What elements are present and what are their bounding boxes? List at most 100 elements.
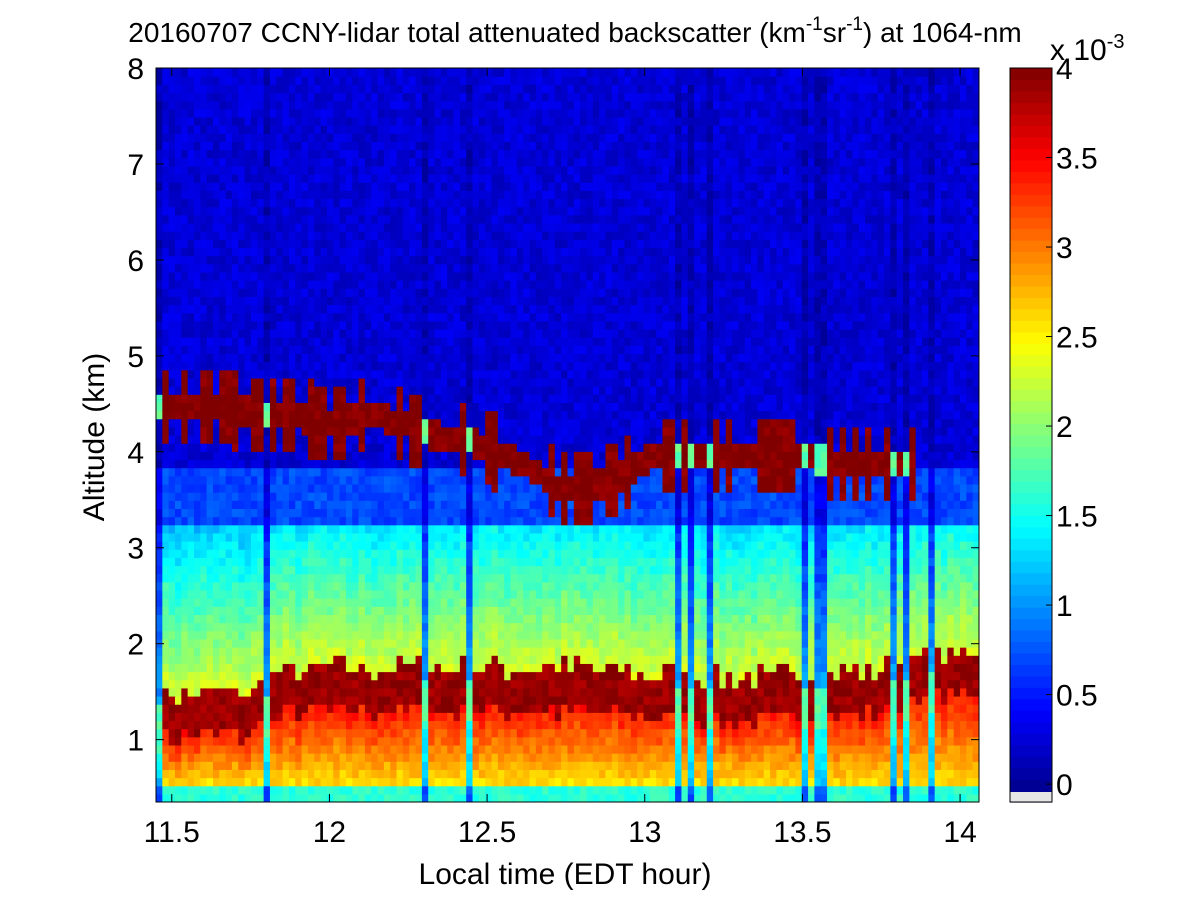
heatmap-cell	[212, 92, 220, 102]
heatmap-cell	[428, 222, 436, 232]
heatmap-cell	[447, 728, 455, 738]
heatmap-cell	[333, 108, 341, 118]
heatmap-cell	[478, 410, 486, 420]
heatmap-cell	[358, 100, 366, 110]
heatmap-cell	[345, 426, 353, 436]
heatmap-cell	[314, 500, 322, 509]
heatmap-cell	[364, 712, 372, 722]
heatmap-cell	[409, 736, 417, 746]
heatmap-cell	[206, 418, 214, 428]
heatmap-cell	[409, 687, 417, 697]
heatmap-cell	[320, 353, 328, 363]
heatmap-cell	[307, 524, 315, 534]
heatmap-cell	[358, 516, 366, 526]
heatmap-cell	[257, 508, 265, 518]
heatmap-cell	[453, 320, 461, 330]
heatmap-cell	[162, 614, 170, 624]
heatmap-cell	[377, 76, 385, 85]
heatmap-cell	[193, 475, 201, 485]
heatmap-cell	[206, 100, 214, 110]
heatmap-cell	[428, 337, 436, 346]
heatmap-cell	[314, 622, 322, 632]
heatmap-cell	[491, 312, 499, 322]
heatmap-cell	[371, 435, 379, 444]
heatmap-cell	[459, 483, 467, 493]
heatmap-cell	[314, 280, 322, 289]
heatmap-cell	[174, 679, 182, 689]
heatmap-cell	[156, 744, 163, 754]
heatmap-cell	[288, 785, 296, 795]
heatmap-cell	[339, 630, 347, 640]
heatmap-cell	[466, 647, 474, 656]
heatmap-cell	[409, 508, 417, 518]
heatmap-cell	[333, 190, 341, 200]
heatmap-cell	[181, 598, 189, 607]
heatmap-cell	[219, 622, 227, 632]
heatmap-cell	[326, 712, 334, 722]
heatmap-cell	[257, 312, 265, 322]
heatmap-cell	[326, 214, 334, 224]
heatmap-cell	[301, 231, 309, 240]
heatmap-cell	[326, 443, 334, 452]
heatmap-cell	[485, 793, 493, 802]
heatmap-cell	[383, 280, 391, 289]
heatmap-cell	[225, 687, 233, 697]
heatmap-cell	[314, 116, 322, 126]
heatmap-cell	[383, 141, 391, 151]
heatmap-cell	[421, 304, 429, 314]
heatmap-cell	[212, 100, 220, 110]
heatmap-cell	[250, 492, 258, 501]
heatmap-cell	[466, 182, 474, 191]
heatmap-cell	[472, 451, 480, 461]
heatmap-cell	[390, 410, 398, 420]
heatmap-cell	[402, 157, 410, 167]
heatmap-cell	[472, 728, 480, 738]
heatmap-cell	[339, 231, 347, 240]
heatmap-cell	[326, 459, 334, 469]
heatmap-cell	[345, 777, 353, 787]
heatmap-cell	[440, 345, 448, 355]
heatmap-cell	[200, 475, 208, 485]
heatmap-cell	[409, 402, 417, 412]
heatmap-cell	[402, 361, 410, 371]
heatmap-cell	[415, 198, 423, 208]
heatmap-cell	[238, 255, 246, 265]
heatmap-cell	[415, 288, 423, 297]
heatmap-cell	[447, 418, 455, 428]
heatmap-cell	[257, 263, 265, 273]
heatmap-cell	[415, 247, 423, 257]
heatmap-cell	[250, 785, 258, 795]
heatmap-cell	[193, 736, 201, 746]
heatmap-cell	[193, 435, 201, 444]
title-suffix: ) at 1064-nm	[863, 17, 1022, 48]
heatmap-cell	[225, 92, 233, 102]
heatmap-cell	[212, 524, 220, 534]
heatmap-cell	[333, 581, 341, 591]
heatmap-cell	[276, 190, 284, 200]
heatmap-cell	[339, 206, 347, 216]
heatmap-cell	[181, 394, 189, 403]
heatmap-cell	[314, 222, 322, 232]
heatmap-cell	[276, 402, 284, 412]
heatmap-cell	[244, 174, 252, 183]
heatmap-cell	[390, 328, 398, 338]
heatmap-cell	[345, 695, 353, 705]
heatmap-cell	[402, 785, 410, 795]
heatmap-cell	[307, 410, 315, 420]
heatmap-cell	[174, 557, 182, 567]
heatmap-cell	[238, 435, 246, 444]
heatmap-cell	[276, 736, 284, 746]
heatmap-cell	[339, 133, 347, 142]
heatmap-cell	[257, 459, 265, 469]
heatmap-cell	[472, 345, 480, 355]
heatmap-cell	[421, 116, 429, 126]
heatmap-cell	[504, 532, 512, 542]
heatmap-cell	[193, 312, 201, 322]
heatmap-cell	[428, 280, 436, 289]
heatmap-cell	[377, 345, 385, 355]
heatmap-cell	[181, 581, 189, 591]
heatmap-cell	[263, 386, 271, 395]
heatmap-cell	[345, 386, 353, 395]
heatmap-cell	[295, 679, 303, 689]
heatmap-cell	[358, 638, 366, 648]
